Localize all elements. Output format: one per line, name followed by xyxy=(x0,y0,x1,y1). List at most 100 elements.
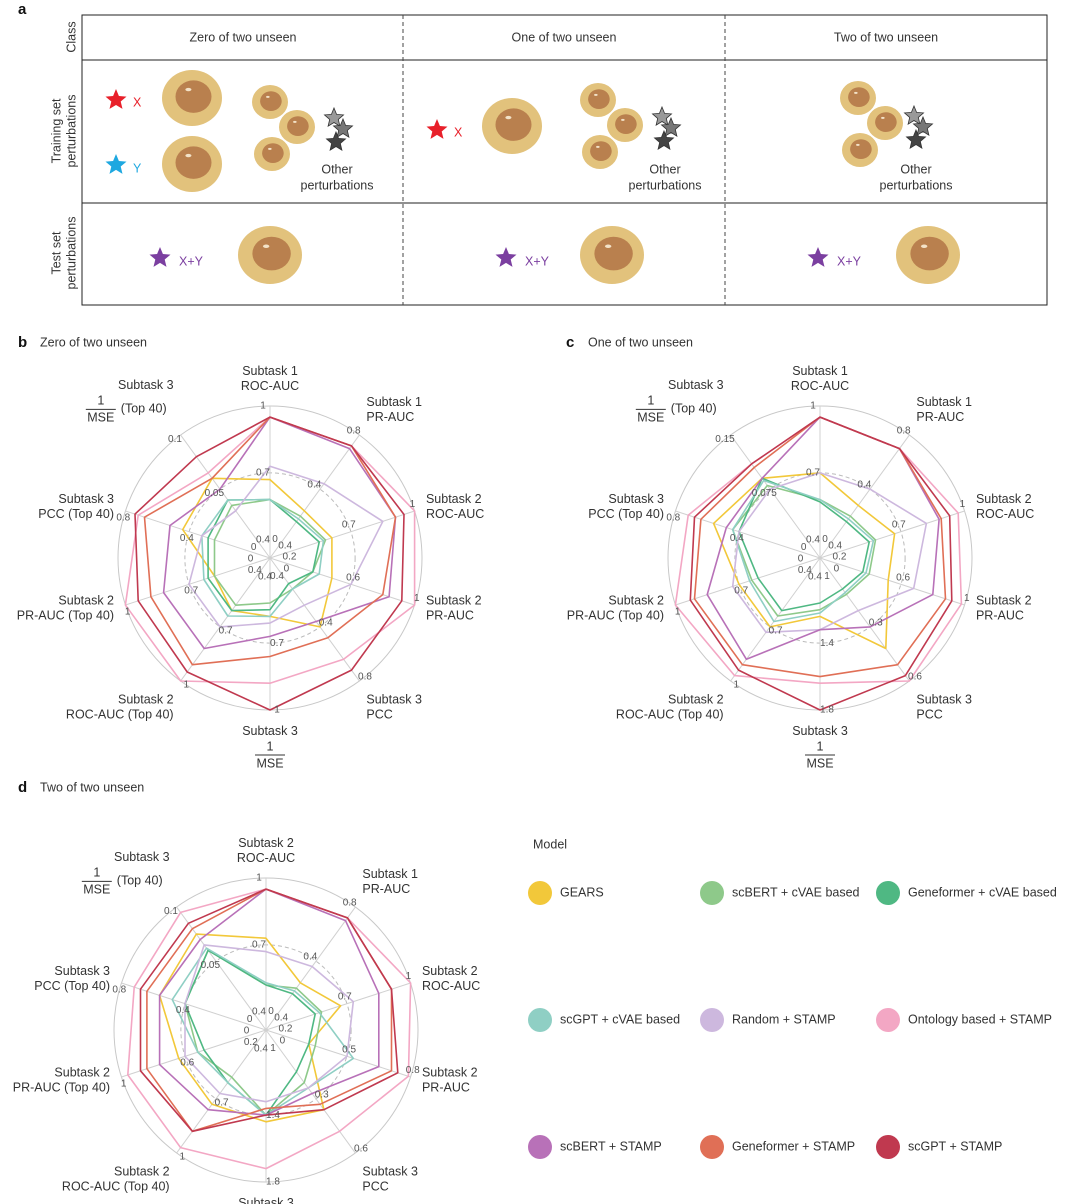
spoke xyxy=(265,1029,411,1078)
spoke xyxy=(265,982,411,1031)
tick-label: 0 xyxy=(272,534,278,545)
column-header: Two of two unseen xyxy=(834,30,938,44)
tick-label: 0.2 xyxy=(244,1037,258,1048)
legend-swatch xyxy=(876,1135,900,1159)
series-line xyxy=(693,416,947,678)
axis-label-line: Subtask 2 xyxy=(976,492,1032,506)
axis-label-line: PR-AUC xyxy=(916,410,964,424)
tick-label: 0 xyxy=(268,1006,274,1017)
spoke xyxy=(819,557,910,682)
tick-label: 0.4 xyxy=(176,1005,190,1016)
tick-label: 0.7 xyxy=(219,626,233,637)
other-perturbations-label: Other xyxy=(649,162,680,176)
nucleus-icon xyxy=(615,114,637,135)
star-label: X xyxy=(454,125,463,139)
axis-label: Subtask 2PR-AUC xyxy=(422,1065,478,1094)
tick-label: 0.7 xyxy=(734,586,748,597)
spoke xyxy=(675,557,821,606)
legend-swatch xyxy=(876,1008,900,1032)
star-label: X xyxy=(133,95,142,109)
axis-label-line: Subtask 2 xyxy=(426,492,482,506)
panel-label: d xyxy=(18,779,27,796)
axis-label-line: Subtask 1 xyxy=(916,395,972,409)
tick-label: 1 xyxy=(734,680,740,691)
tick-label: 0 xyxy=(251,542,257,553)
series-line xyxy=(213,498,327,606)
axis-label-line: PCC xyxy=(916,707,942,721)
highlight-icon xyxy=(856,143,860,146)
tick-label: 1 xyxy=(121,1078,127,1089)
star-icon xyxy=(903,104,925,125)
series-line xyxy=(689,416,953,711)
tick-label: 0.2 xyxy=(279,1024,293,1035)
highlight-icon xyxy=(854,91,858,94)
tick-label: 1 xyxy=(824,571,830,582)
axis-label-line: Subtask 2 xyxy=(426,593,482,607)
row-header: perturbations xyxy=(64,217,78,290)
tick-label: 0 xyxy=(798,554,804,565)
legend-swatch xyxy=(876,881,900,905)
axis-label-line: Subtask 3 xyxy=(362,1164,418,1178)
spoke xyxy=(269,510,415,559)
fraction-denominator: MSE xyxy=(83,883,110,897)
star-label: X+Y xyxy=(837,254,862,268)
axis-label-line: PR-AUC xyxy=(976,608,1024,622)
highlight-icon xyxy=(185,87,192,92)
nucleus-icon xyxy=(590,141,612,162)
other-perturbations-label: perturbations xyxy=(629,178,702,192)
axis-label-line: Subtask 3 xyxy=(916,692,972,706)
series-line xyxy=(207,498,320,612)
axis-label-line: Subtask 3 xyxy=(242,724,298,738)
axis-label-line: PR-AUC (Top 40) xyxy=(17,608,114,622)
axis-label: Subtask 2PR-AUC (Top 40) xyxy=(17,593,114,622)
tick-label: 1.4 xyxy=(266,1110,280,1121)
series-line xyxy=(201,498,325,618)
panel-a-frame xyxy=(81,14,1048,306)
tick-label: 0.6 xyxy=(896,572,910,583)
legend-label: GEARS xyxy=(560,885,604,899)
axis-label-line: ROC-AUC (Top 40) xyxy=(616,707,724,721)
series-line xyxy=(184,944,355,1103)
fraction-numerator: 1 xyxy=(817,739,824,753)
star-icon xyxy=(323,106,345,127)
series-line xyxy=(143,416,397,666)
highlight-icon xyxy=(920,244,928,249)
legend-swatch xyxy=(528,881,552,905)
spoke xyxy=(269,434,360,559)
axis-label-line: PR-AUC xyxy=(422,1080,470,1094)
highlight-icon xyxy=(594,93,598,96)
highlight-icon xyxy=(293,120,297,123)
axis-label-suffix: (Top 40) xyxy=(121,402,167,416)
axis-label-line: PR-AUC xyxy=(426,608,474,622)
axis-label-line: Subtask 3 xyxy=(114,850,170,864)
tick-label: 0.3 xyxy=(315,1089,329,1100)
axis-label-line: Subtask 1 xyxy=(366,395,422,409)
tick-label: 0.7 xyxy=(184,586,198,597)
tick-label: 1.4 xyxy=(820,638,834,649)
axis-label-line: Subtask 3 xyxy=(118,378,174,392)
tick-label: 0.6 xyxy=(354,1143,368,1154)
tick-label: 1 xyxy=(675,606,681,617)
axis-label-line: Subtask 3 xyxy=(238,1196,294,1204)
spoke xyxy=(125,510,271,559)
tick-label: 1 xyxy=(260,401,266,412)
spoke xyxy=(269,557,360,682)
tick-label: 0.6 xyxy=(180,1058,194,1069)
highlight-icon xyxy=(266,95,270,98)
tick-label: 0.4 xyxy=(730,533,744,544)
other-perturbations-label: Other xyxy=(321,162,352,176)
tick-label: 1 xyxy=(964,593,970,604)
tick-label: 0.8 xyxy=(116,512,130,523)
star-icon xyxy=(495,247,517,267)
tick-label: 1 xyxy=(414,593,420,604)
tick-label: 0.4 xyxy=(303,952,317,963)
axis-label-line: Subtask 1 xyxy=(792,364,848,378)
nucleus-icon xyxy=(252,236,291,271)
axis-label-line: ROC-AUC xyxy=(426,507,484,521)
series-line xyxy=(731,479,875,623)
highlight-icon xyxy=(621,118,625,121)
